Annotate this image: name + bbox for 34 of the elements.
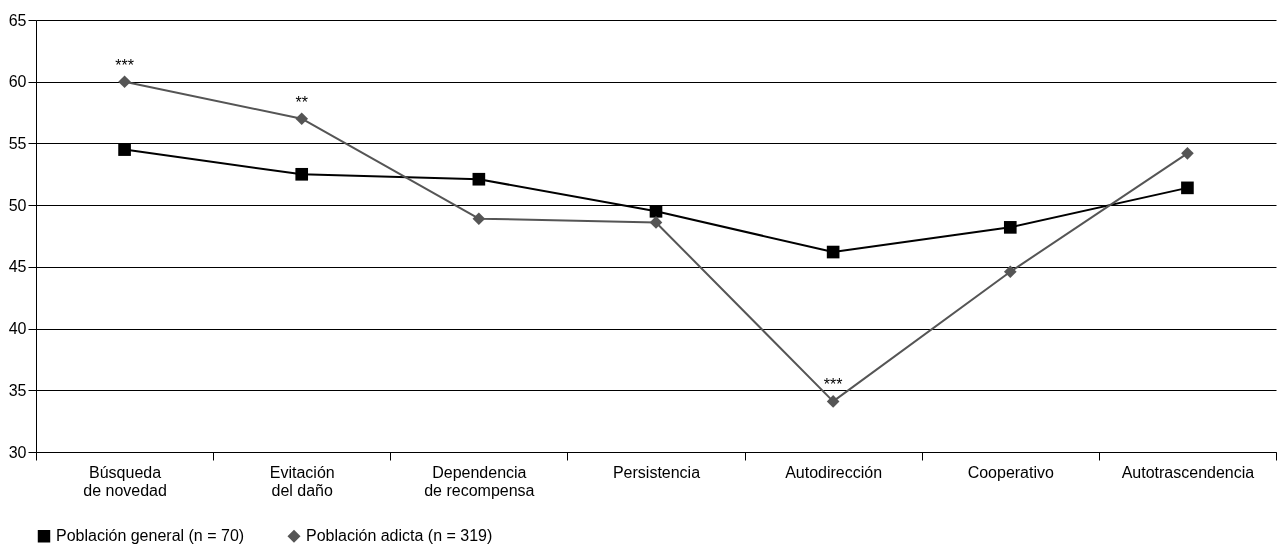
- x-tick-label: Autotrascendencia: [1121, 463, 1255, 481]
- y-tick-label: 35: [8, 381, 27, 399]
- point: [118, 143, 131, 156]
- point: [118, 75, 131, 89]
- x-tick-label: Persistencia: [612, 463, 701, 481]
- y-tick-label: 60: [8, 73, 27, 91]
- point: [1003, 265, 1017, 279]
- y-tick-label: 65: [8, 11, 27, 29]
- y-tick-label: 40: [8, 320, 27, 338]
- legend-label: Población general (n = 70): [56, 527, 245, 545]
- point: [1181, 181, 1194, 195]
- legend-label: Población adicta (n = 319): [306, 527, 493, 545]
- y-tick-label: 30: [8, 443, 27, 461]
- point: [1181, 146, 1194, 160]
- y-tick-label: 50: [8, 196, 27, 214]
- x-tick-label: Autodirección: [785, 463, 883, 481]
- point: [472, 172, 486, 186]
- point: [1003, 221, 1017, 234]
- point: [295, 112, 309, 126]
- x-tick-label: Cooperativo: [967, 463, 1055, 481]
- point: [295, 167, 309, 181]
- point: [472, 212, 486, 226]
- annotation: ***: [823, 376, 843, 394]
- x-tick-label: Búsqueda de novedad: [83, 463, 167, 499]
- x-tick-label: Dependencia de recompensa: [424, 463, 535, 499]
- point: [826, 245, 840, 259]
- point: [649, 216, 663, 229]
- annotation: ***: [115, 56, 134, 74]
- y-tick-label: 45: [8, 258, 27, 276]
- x-tick-label: Evitación del daño: [269, 463, 335, 499]
- point: [649, 204, 663, 218]
- annotation: **: [295, 93, 308, 111]
- y-tick-label: 55: [8, 134, 27, 152]
- point: [826, 395, 840, 408]
